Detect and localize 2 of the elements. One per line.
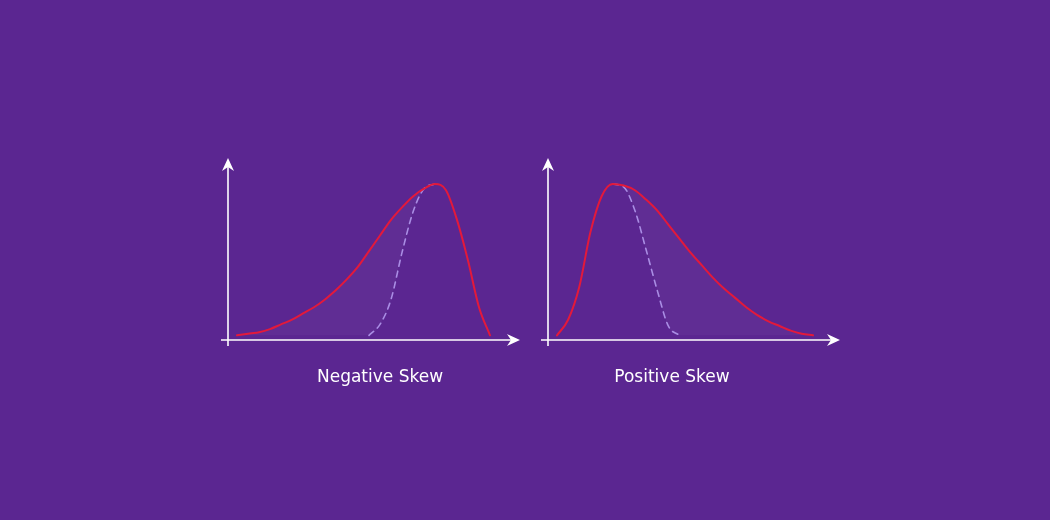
x-axis-title: Positive Skew [614,366,730,386]
x-axis-title: Negative Skew [316,366,444,386]
